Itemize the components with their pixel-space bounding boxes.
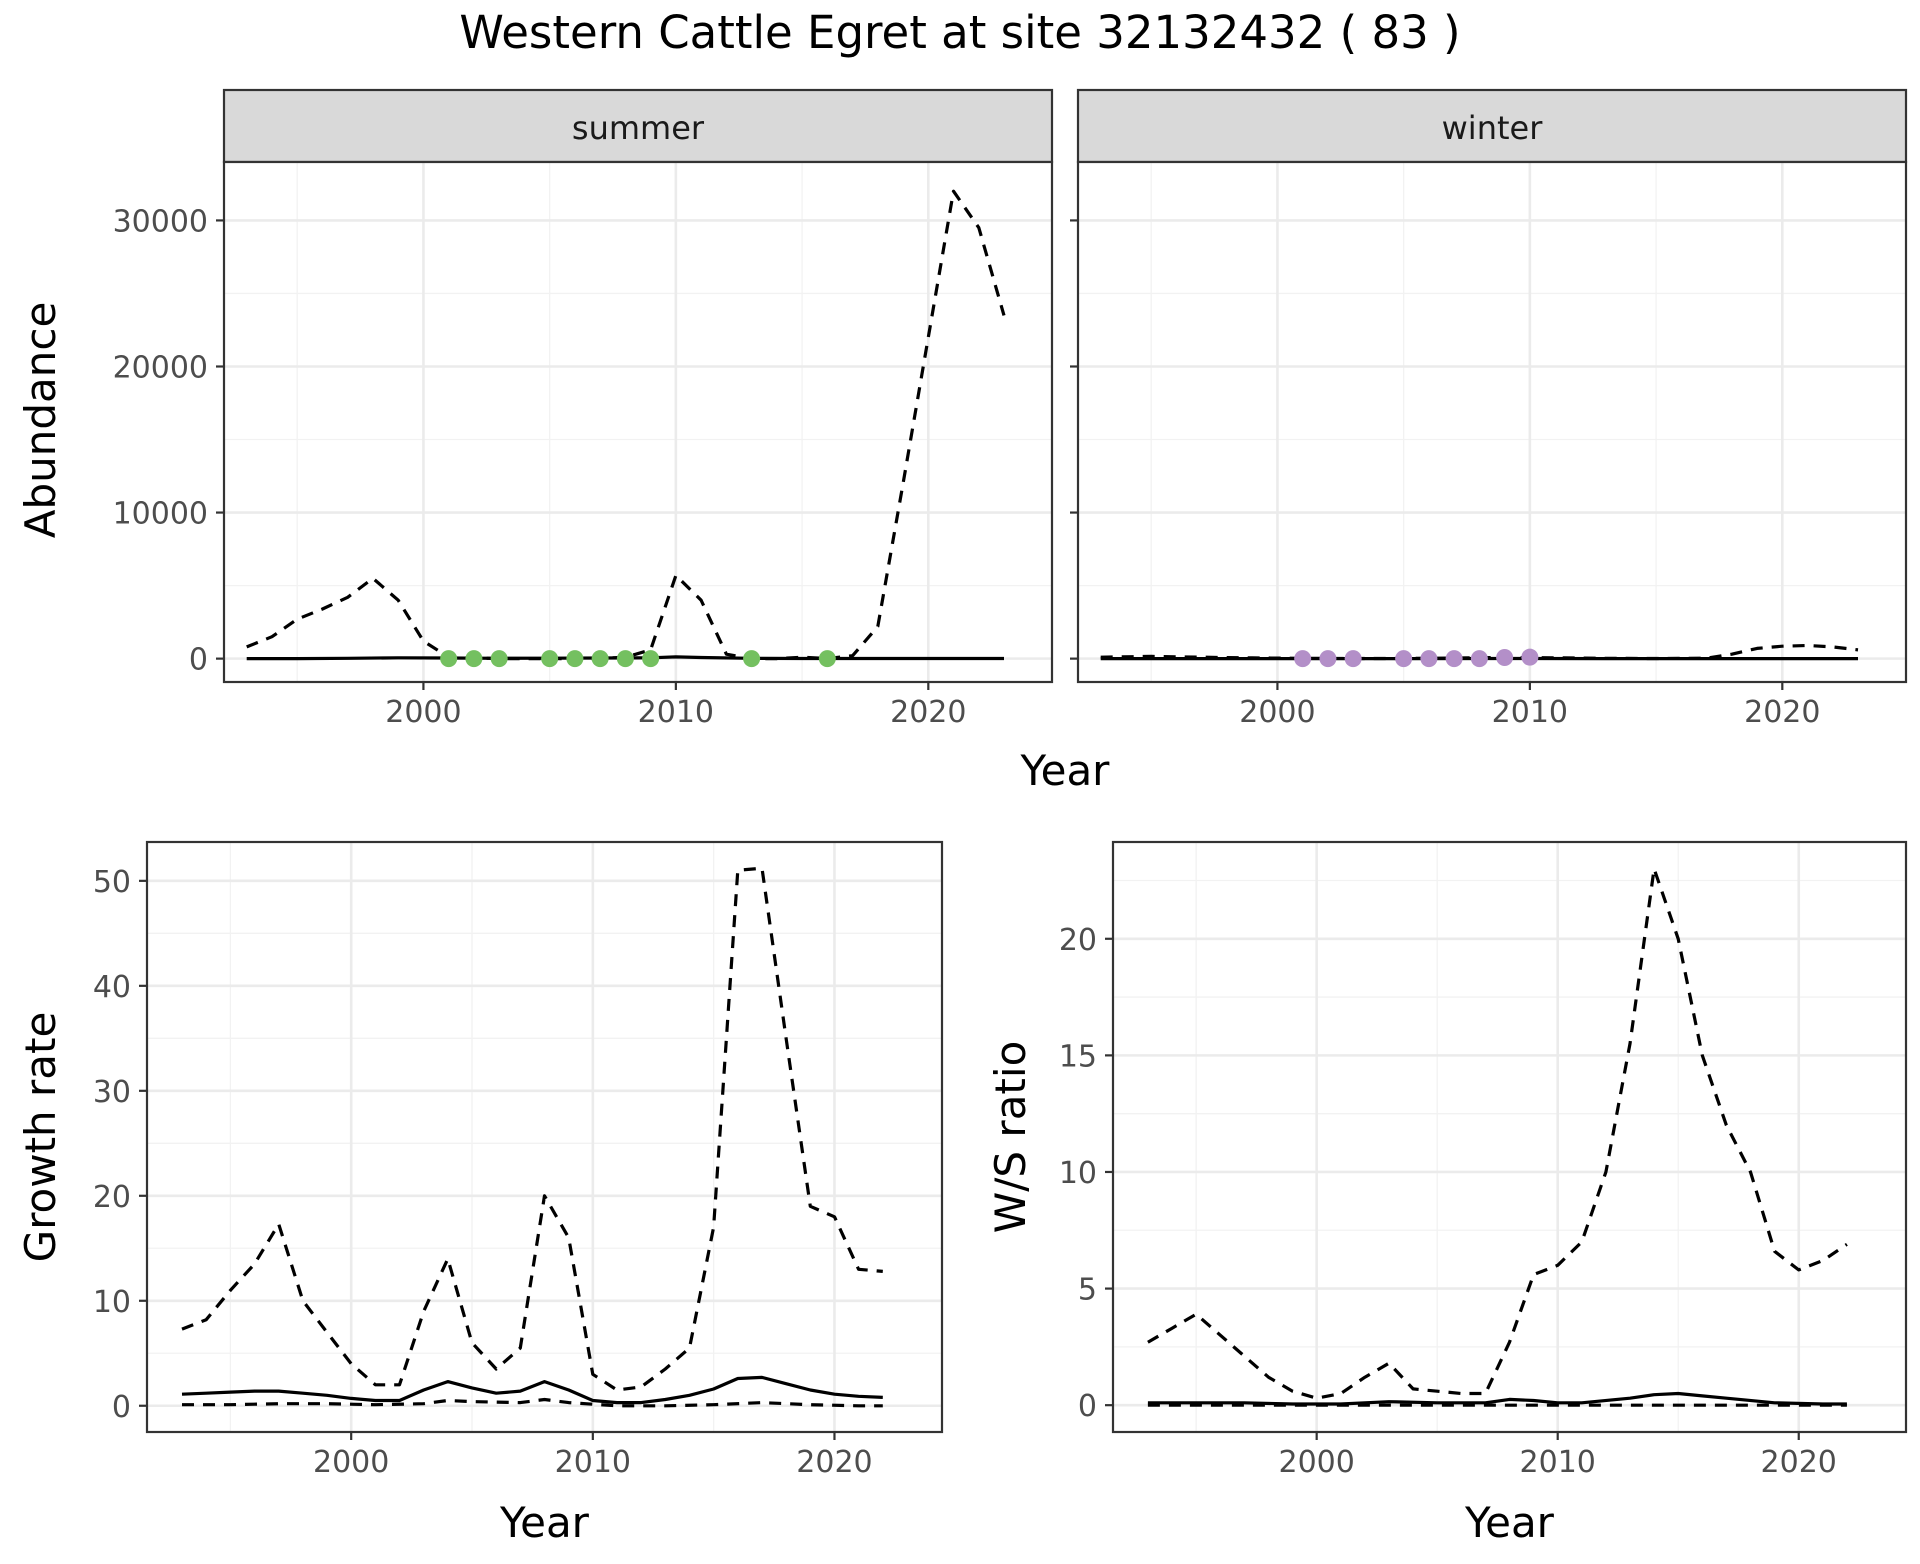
x-tick-label: 2020 — [890, 695, 966, 730]
y-tick-label: 0 — [189, 643, 208, 678]
x-tick-label: 2000 — [1278, 1445, 1354, 1480]
data-point — [1446, 650, 1463, 667]
y-axis-title: W/S ratio — [986, 1041, 1035, 1234]
y-axis-title: Growth rate — [16, 1012, 65, 1263]
x-axis-title: Year — [1464, 1498, 1555, 1547]
data-point — [1345, 650, 1362, 667]
panel-ws-ratio: 2000 2010 2020 0 5 10 15 20 Year W/S ratio — [986, 842, 1906, 1547]
strip-winter: winter — [1078, 90, 1906, 162]
y-tick-label: 15 — [1059, 1039, 1097, 1074]
data-point — [1521, 649, 1538, 666]
y-tick-label: 10000 — [113, 497, 208, 532]
strip-summer: summer — [224, 90, 1052, 162]
y-tick-label: 20 — [1059, 923, 1097, 958]
x-tick-label: 2020 — [796, 1445, 872, 1480]
x-tick-label: 2010 — [1492, 695, 1568, 730]
strip-summer-label: summer — [572, 109, 705, 147]
data-point — [642, 650, 659, 667]
y-tick-label: 20 — [93, 1180, 131, 1215]
x-tick-label: 2010 — [1520, 1445, 1596, 1480]
y-tick-label: 20000 — [113, 350, 208, 385]
x-tick-label: 2010 — [555, 1445, 631, 1480]
strip-winter-label: winter — [1442, 109, 1544, 147]
data-point — [541, 650, 558, 667]
data-point — [1395, 650, 1412, 667]
x-tick-label: 2020 — [1761, 1445, 1837, 1480]
data-point — [491, 650, 508, 667]
y-tick-label: 10 — [1059, 1156, 1097, 1191]
x-tick-label: 2020 — [1744, 695, 1820, 730]
data-point — [440, 650, 457, 667]
panel-winter-abundance: 2000 2010 2020 — [1070, 162, 1906, 730]
data-point — [1294, 650, 1311, 667]
panel-growth-rate: 2000 2010 2020 0 10 20 30 40 50 Year Growth rate — [16, 842, 942, 1547]
x-axis-title: Year — [499, 1498, 590, 1547]
data-point — [819, 650, 836, 667]
panel-background — [147, 842, 942, 1432]
data-point — [592, 650, 609, 667]
y-tick-label: 0 — [112, 1390, 131, 1425]
y-tick-label: 10 — [93, 1285, 131, 1320]
y-tick-label: 30 — [93, 1075, 131, 1110]
data-point — [1471, 650, 1488, 667]
data-point — [465, 650, 482, 667]
data-point — [743, 650, 760, 667]
y-tick-label: 30000 — [113, 204, 208, 239]
y-tick-label: 50 — [93, 865, 131, 900]
figure-title: Western Cattle Egret at site 32132432 ( … — [0, 6, 1920, 59]
data-point — [617, 650, 634, 667]
x-tick-label: 2010 — [638, 695, 714, 730]
x-tick-label: 2000 — [385, 695, 461, 730]
top-x-axis-title: Year — [1020, 746, 1111, 795]
data-point — [1420, 650, 1437, 667]
data-point — [1496, 649, 1513, 666]
y-tick-label: 0 — [1078, 1389, 1097, 1424]
data-point — [1319, 650, 1336, 667]
data-point — [566, 650, 583, 667]
top-y-axis-title: Abundance — [16, 302, 65, 539]
panel-summer-abundance: 2000 2010 2020 0 10000 20000 30000 — [113, 162, 1052, 730]
y-tick-label: 40 — [93, 970, 131, 1005]
y-tick-label: 5 — [1078, 1273, 1097, 1308]
x-tick-label: 2000 — [313, 1445, 389, 1480]
x-tick-label: 2000 — [1239, 695, 1315, 730]
